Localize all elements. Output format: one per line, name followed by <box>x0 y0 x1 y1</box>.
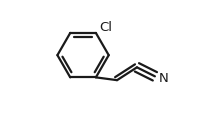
Text: Cl: Cl <box>100 21 113 34</box>
Text: N: N <box>159 72 169 85</box>
